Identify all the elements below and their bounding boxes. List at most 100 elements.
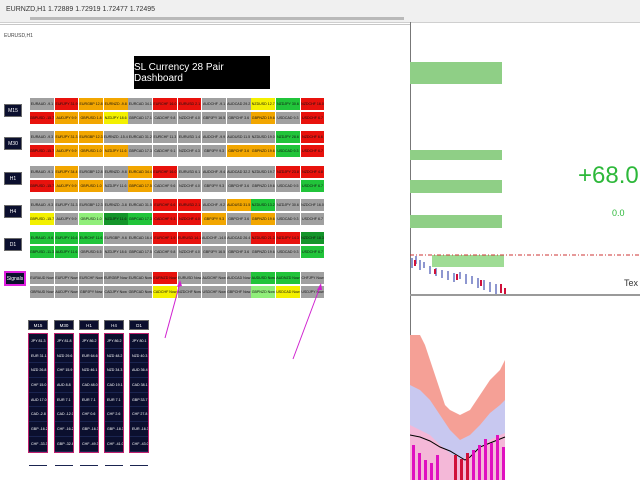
pair-cell[interactable]: CADCHF 9.1 <box>153 145 177 157</box>
pair-cell[interactable]: AUDCHF -9.9 <box>202 131 226 143</box>
pair-cell[interactable]: GBPCAD 17.5 <box>128 180 153 192</box>
pair-cell[interactable]: CADCHF 9.8 <box>153 246 177 258</box>
pair-cell[interactable]: GBPNZD 19.6 <box>251 180 276 192</box>
timeframe-label-m30[interactable]: M30 <box>4 137 22 150</box>
pair-cell[interactable]: GBPJPY 9.3 <box>202 145 226 157</box>
pair-cell[interactable]: NZDJPY 28.6 <box>276 131 300 143</box>
pair-cell[interactable]: NZDUSD 21.3 <box>251 232 276 244</box>
chart-tab-label[interactable]: EURUSD,H1 <box>4 33 33 39</box>
pair-cell[interactable]: USDCAD 9.3 <box>276 213 300 225</box>
pair-cell[interactable]: GBPCHF 3.6 <box>226 180 251 192</box>
pair-cell[interactable]: AUDCAD 26.4 <box>226 232 251 244</box>
signal-cell[interactable]: CHFJPY Now <box>300 272 325 284</box>
pair-cell[interactable]: USDCHF 6.7 <box>300 213 325 225</box>
pair-cell[interactable]: NZDJPY 30.6 <box>276 199 300 211</box>
pair-cell[interactable]: NZDJPY 30.6 <box>276 98 300 110</box>
pair-cell[interactable]: EURCHF 1.9 <box>153 232 177 244</box>
pair-cell[interactable]: EURCHF 16.0 <box>153 98 177 110</box>
pair-cell[interactable]: NZDUSD 12.7 <box>251 98 276 110</box>
timeframe-label-h4[interactable]: H4 <box>4 205 22 218</box>
pair-cell[interactable]: GBPCHF 3.6 <box>226 145 251 157</box>
pair-cell[interactable]: AUDJPY 9.9 <box>54 112 79 124</box>
pair-cell[interactable]: GBPCAD 17.1 <box>128 112 153 124</box>
signal-cell[interactable]: EURUSD Now <box>177 272 202 284</box>
pair-cell[interactable]: AUDCHF -9.4 <box>202 166 226 178</box>
pair-cell[interactable]: EURAUD -9.6 <box>30 232 54 244</box>
timeframe-label-d1[interactable]: D1 <box>4 238 22 251</box>
pair-cell[interactable]: EURGBP 12.8 <box>79 98 103 110</box>
pair-cell[interactable]: AUDJPY 9.9 <box>54 213 79 225</box>
signal-cell[interactable]: EURAUD Now <box>30 272 54 284</box>
signal-cell[interactable]: AUDUSD Now <box>251 272 276 284</box>
pair-cell[interactable]: GBPCHF 3.6 <box>226 112 251 124</box>
pair-cell[interactable]: EURCHF 11.6 <box>79 232 103 244</box>
pair-cell[interactable]: EURGBP -9.6 <box>103 232 128 244</box>
pair-cell[interactable]: EURJPY 34.4 <box>54 166 79 178</box>
signal-cell[interactable]: GBPNZD Now <box>251 286 276 298</box>
pair-cell[interactable]: CADCHF 9.3 <box>153 213 177 225</box>
signal-cell[interactable]: AUDJPY Now <box>54 286 79 298</box>
pair-cell[interactable]: NZDCHF 4.0 <box>177 246 202 258</box>
pair-cell[interactable]: EURNZD -9.8 <box>103 166 128 178</box>
pair-cell[interactable]: NZDJPY 18.6 <box>103 112 128 124</box>
pair-cell[interactable]: GBPUSD 6.5 <box>79 246 103 258</box>
pair-cell[interactable]: AUDCHF -9.2 <box>202 199 226 211</box>
pair-cell[interactable]: EURUSD 14.1 <box>177 232 202 244</box>
pair-cell[interactable]: AUDJPY 11.6 <box>54 246 79 258</box>
pair-cell[interactable]: NZDUSD 19.0 <box>251 131 276 143</box>
pair-cell[interactable]: EURJPY 31.3 <box>54 199 79 211</box>
pair-cell[interactable]: NZDCHF 18.3 <box>300 232 325 244</box>
signal-cell[interactable]: AUDCAD Now <box>226 272 251 284</box>
pair-cell[interactable]: EURCAD 34.4 <box>128 166 153 178</box>
pair-cell[interactable]: EURCHF 16.0 <box>153 166 177 178</box>
signal-cell[interactable]: GBPCAD Now <box>128 286 153 298</box>
signal-cell[interactable]: CADCHF Now <box>153 286 177 298</box>
pair-cell[interactable]: EURGBP 12.3 <box>79 131 103 143</box>
pair-cell[interactable]: NZDUSD 19.7 <box>251 166 276 178</box>
pair-cell[interactable]: GBPCAD 17.3 <box>128 213 153 225</box>
pair-cell[interactable]: NZDJPY 18.6 <box>103 246 128 258</box>
signal-cell[interactable]: EURNZD Now <box>153 272 177 284</box>
pair-cell[interactable]: NZDCHF 4.3 <box>177 145 202 157</box>
pair-cell[interactable]: NZDJPY 14.3 <box>276 232 300 244</box>
pair-cell[interactable]: NZDCHF 4.8 <box>300 166 325 178</box>
pair-cell[interactable]: EURCAD 31.2 <box>128 131 153 143</box>
pair-cell[interactable]: GBPNZD 19.6 <box>251 213 276 225</box>
pair-cell[interactable]: GBPCAD 17.5 <box>128 246 153 258</box>
pair-cell[interactable]: AUDUSD 11.5 <box>226 131 251 143</box>
signal-cell[interactable]: GBPJPY Now <box>79 286 103 298</box>
signal-cell[interactable]: GBPCHF Now <box>226 286 251 298</box>
pair-cell[interactable]: GBPJPY 9.3 <box>202 213 226 225</box>
signal-cell[interactable]: CADJPY Now <box>103 286 128 298</box>
signal-cell[interactable]: EURCAD Now <box>128 272 153 284</box>
pair-cell[interactable]: GBPUSD -15.7 <box>30 145 54 157</box>
pair-cell[interactable]: EURUSD 1.4 <box>177 131 202 143</box>
pair-cell[interactable]: EURAUD -9.1 <box>30 166 54 178</box>
pair-cell[interactable]: GBPJPY 16.5 <box>202 246 226 258</box>
signals-button[interactable]: Signals <box>4 271 26 286</box>
pair-cell[interactable]: AUDUSD 31.5 <box>226 199 251 211</box>
pair-cell[interactable]: GBPNZD 19.6 <box>251 112 276 124</box>
timeframe-label-h1[interactable]: H1 <box>4 172 22 185</box>
pair-cell[interactable]: EURNZD -9.8 <box>103 98 128 110</box>
pair-cell[interactable]: USDCAD 9.3 <box>276 112 300 124</box>
pair-cell[interactable]: GBPUSD 1.0 <box>79 213 103 225</box>
pair-cell[interactable]: USDCAD 9.5 <box>276 180 300 192</box>
pair-cell[interactable]: NZDCHF 4.0 <box>177 112 202 124</box>
pair-cell[interactable]: AUDJPY 9.9 <box>54 145 79 157</box>
pair-cell[interactable]: GBPCAD 17.3 <box>128 145 153 157</box>
pair-cell[interactable]: USDCAD 9.3 <box>276 145 300 157</box>
pair-cell[interactable]: USDCHF 6.7 <box>300 145 325 157</box>
pair-cell[interactable]: EURCHF 11.3 <box>153 131 177 143</box>
signal-cell[interactable]: EURCHF Now <box>79 272 103 284</box>
pair-cell[interactable]: GBPUSD 1.8 <box>79 112 103 124</box>
pair-cell[interactable]: USDCHF 6.7 <box>300 112 325 124</box>
signal-cell[interactable]: AUDCHF Now <box>202 272 226 284</box>
pair-cell[interactable]: AUDCAD 32.2 <box>226 166 251 178</box>
pair-cell[interactable]: GBPUSD -15.7 <box>30 213 54 225</box>
pair-cell[interactable]: EURUSD 2.1 <box>177 199 202 211</box>
pair-cell[interactable]: USDCHF 6.7 <box>300 246 325 258</box>
pair-cell[interactable]: EURJPY 31.3 <box>54 131 79 143</box>
pair-cell[interactable]: NZDJPY 11.6 <box>103 180 128 192</box>
pair-cell[interactable]: USDCHF 6.7 <box>300 180 325 192</box>
